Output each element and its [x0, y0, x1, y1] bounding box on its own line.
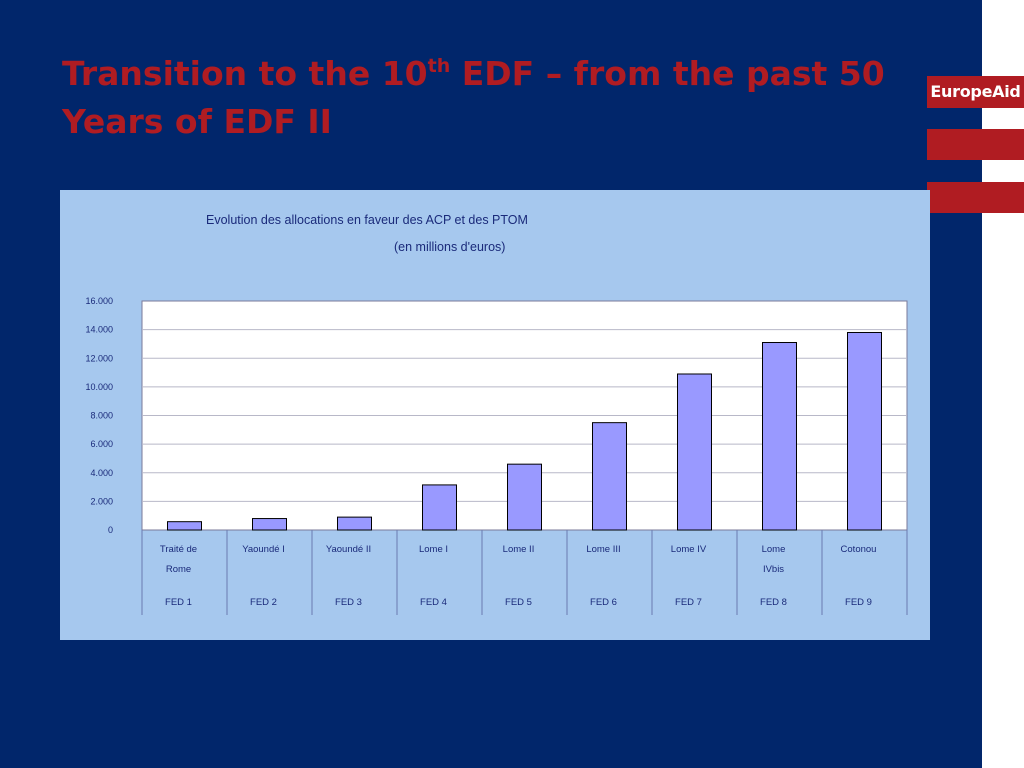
chart-title: Evolution des allocations en faveur des …: [206, 213, 528, 227]
y-tick-label: 14.000: [85, 325, 113, 335]
fed-label: FED 5: [505, 597, 532, 608]
fed-label: FED 9: [845, 597, 872, 608]
y-tick-label: 16.000: [85, 296, 113, 306]
category-label-line2: IVbis: [763, 564, 784, 575]
title-part-2: EDF – from the past 50 Years of EDF II: [62, 54, 885, 141]
fed-label: FED 1: [165, 597, 192, 608]
category-label: Lome II: [503, 544, 535, 555]
title-part-1: Transition to the 10: [62, 54, 428, 93]
category-label-line2: Rome: [166, 564, 191, 575]
fed-label: FED 4: [420, 597, 447, 608]
bar: [677, 373, 712, 531]
y-tick-label: 6.000: [90, 439, 113, 449]
red-stripe-2: [927, 182, 1024, 213]
bar: [847, 331, 882, 531]
bar: [337, 516, 372, 531]
y-tick-label: 4.000: [90, 468, 113, 478]
y-tick-label: 2.000: [90, 496, 113, 506]
bar: [252, 518, 287, 531]
chart-subtitle: (en millions d'euros): [394, 240, 506, 254]
fed-label: FED 3: [335, 597, 362, 608]
y-tick-label: 8.000: [90, 411, 113, 421]
title-superscript: th: [427, 55, 451, 77]
slide-title: Transition to the 10th EDF – from the pa…: [62, 50, 922, 146]
y-tick-label: 12.000: [85, 353, 113, 363]
fed-label: FED 8: [760, 597, 787, 608]
bar: [167, 521, 202, 531]
category-label: Cotonou: [841, 544, 877, 555]
europeaid-logo: EuropeAid: [927, 76, 1024, 108]
fed-label: FED 2: [250, 597, 277, 608]
y-tick-label: 0: [108, 525, 113, 535]
category-label: Lome I: [419, 544, 448, 555]
right-white-strip: [982, 0, 1024, 768]
red-stripe-1: [927, 129, 1024, 160]
category-label: Yaoundé I: [242, 544, 285, 555]
category-label: Yaoundé II: [326, 544, 371, 555]
y-tick-label: 10.000: [85, 382, 113, 392]
bar: [422, 484, 457, 531]
category-label: Lome III: [586, 544, 620, 555]
bar: [507, 463, 542, 531]
category-label: Traité de: [160, 544, 197, 555]
fed-label: FED 6: [590, 597, 617, 608]
bar: [592, 422, 627, 531]
fed-label: FED 7: [675, 597, 702, 608]
bar: [762, 342, 797, 531]
category-label: Lome IV: [671, 544, 707, 555]
category-label: Lome: [762, 544, 786, 555]
